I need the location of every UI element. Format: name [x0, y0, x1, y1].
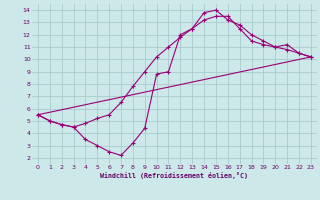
X-axis label: Windchill (Refroidissement éolien,°C): Windchill (Refroidissement éolien,°C) — [100, 172, 248, 179]
